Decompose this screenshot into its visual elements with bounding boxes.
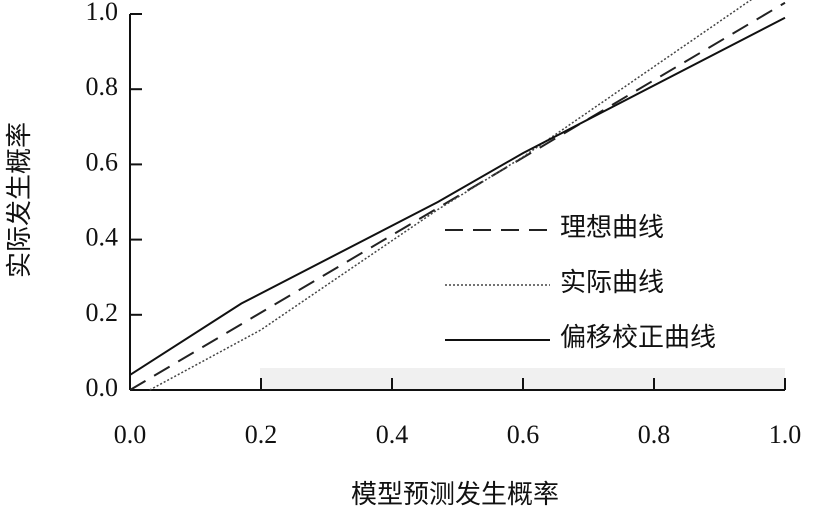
series-line [129, 1, 786, 391]
x-tick-label: 0.6 [507, 420, 540, 449]
legend-label: 偏移校正曲线 [560, 323, 716, 352]
x-tick-label: 0.2 [245, 420, 278, 449]
y-tick-label: 0.6 [86, 147, 119, 176]
x-tick-label: 1.0 [769, 420, 802, 449]
x-tick-label: 0.4 [376, 420, 409, 449]
y-tick-label: 0.0 [86, 373, 119, 402]
y-axis-label: 实际发生概率 [5, 122, 34, 278]
series-line [129, 16, 786, 376]
x-axis-label: 模型预测发生概率 [351, 480, 559, 509]
legend-label: 实际曲线 [560, 268, 664, 297]
legend-label: 理想曲线 [560, 213, 664, 242]
y-tick-label: 0.8 [86, 72, 119, 101]
y-tick-label: 0.4 [86, 223, 119, 252]
series-line [149, 0, 753, 391]
y-tick-label: 0.2 [86, 298, 119, 327]
x-tick-label: 0.8 [638, 420, 671, 449]
y-tick-label: 1.0 [86, 0, 119, 26]
x-tick-label: 0.0 [114, 420, 147, 449]
